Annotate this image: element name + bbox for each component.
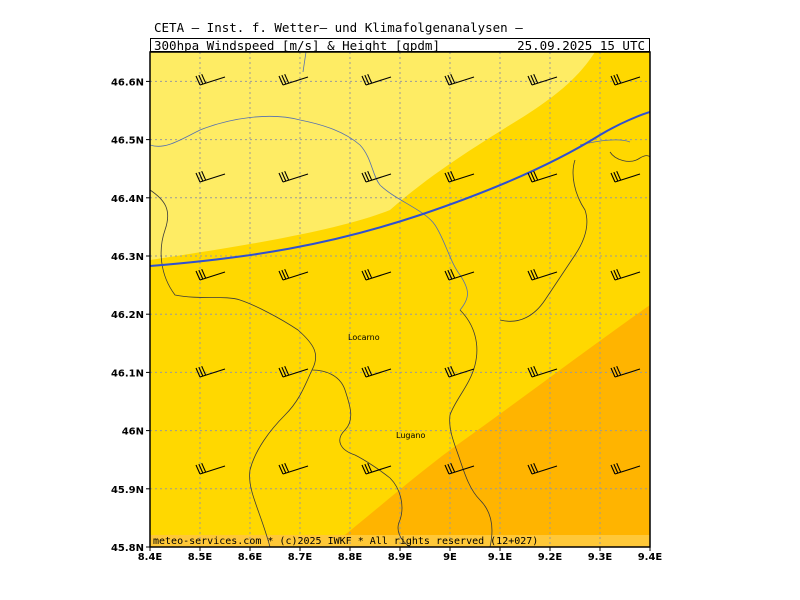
wind-barb — [195, 73, 226, 86]
y-tick-label: 45.8N — [111, 543, 144, 554]
city-lugano: Lugano — [396, 431, 425, 440]
y-tick-label: 46.1N — [111, 368, 144, 379]
copyright-footer: meteo-services.com * (c)2025 IWKF * All … — [153, 536, 538, 547]
x-tick-label: 8.7E — [288, 552, 313, 563]
wind-barb — [195, 365, 226, 378]
wind-barb — [610, 170, 641, 183]
wind-barb — [527, 268, 558, 281]
y-axis-ticks: 45.8N 45.9N 46N 46.1N 46.2N 46.3N 46.4N 46.5N 46… — [111, 77, 150, 554]
wind-barb — [444, 365, 475, 378]
header-title: CETA — Inst. f. Wetter— und Klimafolgena… — [154, 20, 523, 35]
wind-barb — [278, 365, 309, 378]
wind-barb — [278, 462, 309, 475]
wind-barb — [444, 462, 475, 475]
wind-barbs — [195, 73, 641, 475]
wind-barb — [278, 268, 309, 281]
x-tick-label: 9.4E — [638, 552, 663, 563]
y-tick-label: 45.9N — [111, 485, 144, 496]
wind-barb — [610, 365, 641, 378]
x-tick-label: 9E — [443, 552, 457, 563]
wind-barb — [361, 365, 392, 378]
regional-borders — [150, 151, 650, 547]
x-tick-label: 8.9E — [388, 552, 413, 563]
wind-barb — [361, 462, 392, 475]
wind-barb — [361, 268, 392, 281]
wind-barb — [610, 462, 641, 475]
wind-barb — [527, 73, 558, 86]
city-locarno: Locarno — [348, 333, 380, 342]
x-tick-label: 9.3E — [588, 552, 613, 563]
x-tick-label: 8.4E — [138, 552, 163, 563]
x-tick-label: 8.8E — [338, 552, 363, 563]
y-tick-label: 46.3N — [111, 252, 144, 263]
grid-lines — [150, 52, 650, 547]
wind-barb — [610, 268, 641, 281]
wind-barb — [444, 73, 475, 86]
x-tick-label: 8.6E — [238, 552, 263, 563]
footer-strip — [150, 535, 650, 547]
y-tick-label: 46.4N — [111, 194, 144, 205]
y-tick-label: 46.2N — [111, 310, 144, 321]
x-tick-label: 9.2E — [538, 552, 563, 563]
wind-barb — [195, 268, 226, 281]
height-contour-line — [150, 111, 650, 267]
wind-barb — [527, 170, 558, 183]
wind-barb — [361, 170, 392, 183]
wind-barb — [361, 73, 392, 86]
wind-barb — [444, 268, 475, 281]
x-tick-label: 8.5E — [188, 552, 213, 563]
wind-barb — [527, 462, 558, 475]
x-axis-ticks: 8.4E 8.5E 8.6E 8.7E 8.8E 8.9E 9E 9.1E 9.2E 9.3E 9.… — [138, 547, 663, 563]
wind-barb — [195, 462, 226, 475]
header-datetime: 25.09.2025 15 UTC — [517, 38, 645, 53]
wind-barb — [278, 170, 309, 183]
y-tick-label: 46N — [122, 427, 144, 438]
wind-barb — [444, 170, 475, 183]
header-variable: 300hpa_Windspeed_[m/s]_&_Height_[gpdm] — [154, 38, 440, 53]
y-tick-label: 46.5N — [111, 136, 144, 147]
wind-zone-light-yellow — [150, 52, 595, 260]
x-tick-label: 9.1E — [488, 552, 513, 563]
wind-barb — [278, 73, 309, 86]
y-tick-label: 46.6N — [111, 77, 144, 88]
wind-barb — [610, 73, 641, 86]
wind-barb — [195, 170, 226, 183]
wind-barb — [527, 365, 558, 378]
